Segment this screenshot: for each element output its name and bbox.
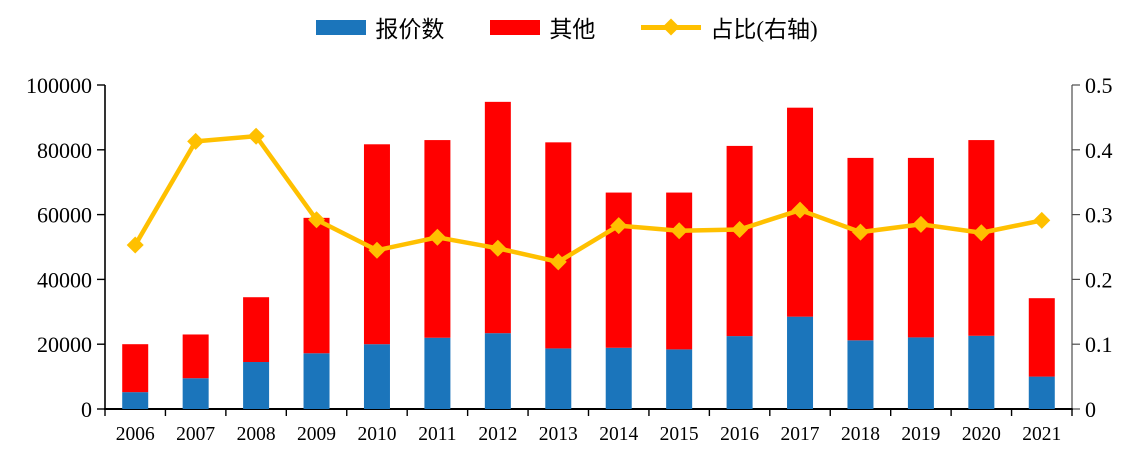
ratio-marker-2020	[972, 224, 990, 242]
bar-quotes-2011	[424, 337, 451, 409]
legend-label-quotes: 报价数	[375, 17, 445, 42]
ratio-line	[132, 133, 1045, 265]
ratio-marker-2010	[368, 241, 386, 259]
bar-quotes-2012	[484, 333, 511, 409]
ratio-marker-2012	[489, 239, 507, 257]
x-axis-label-2020: 2020	[962, 424, 1001, 445]
ratio-marker-2018	[851, 223, 869, 241]
bar-quotes-2016	[726, 336, 753, 409]
bar-other-2013	[545, 142, 572, 349]
right-axis-tick-label-0.1: 0.1	[1085, 332, 1113, 357]
x-axis-label-2014: 2014	[599, 424, 638, 445]
right-axis-tick-label-0.3: 0.3	[1085, 203, 1113, 228]
bar-other-2016	[726, 145, 753, 337]
bar-other-2008	[243, 297, 270, 363]
bar-quotes-2020	[968, 335, 995, 409]
bar-quotes-2019	[907, 337, 934, 409]
ratio-marker-2008	[247, 127, 265, 145]
ratio-marker-2021	[1033, 211, 1051, 229]
bar-other-2007	[182, 334, 209, 379]
x-axis-label-2010: 2010	[357, 424, 396, 445]
bar-other-2014	[605, 192, 632, 348]
x-axis-label-2013: 2013	[539, 424, 578, 445]
x-axis-label-2009: 2009	[297, 424, 336, 445]
left-axis-tick-label-0: 0	[81, 397, 92, 422]
legend-label-ratio: 占比(右轴)	[710, 17, 818, 42]
bar-other-2018	[847, 157, 874, 341]
bar-quotes-2021	[1028, 376, 1055, 409]
ratio-marker-2015	[670, 222, 688, 240]
other-swatch-icon	[490, 19, 541, 35]
legend-label-other: 其他	[549, 17, 596, 42]
x-axis-label-2007: 2007	[176, 424, 215, 445]
left-axis-tick-label-80000: 80000	[37, 138, 92, 163]
bar-quotes-2018	[847, 340, 874, 409]
ratio-marker-2006	[126, 236, 144, 254]
right-axis-tick-label-0.5: 0.5	[1085, 73, 1113, 98]
ratio-marker-2009	[308, 211, 326, 229]
x-axis-label-2017: 2017	[781, 424, 820, 445]
left-axis-tick-label-20000: 20000	[37, 332, 92, 357]
x-axis-label-2018: 2018	[841, 424, 880, 445]
bar-other-2009	[303, 217, 330, 354]
left-axis-tick-label-100000: 100000	[26, 73, 92, 98]
bar-quotes-2014	[605, 347, 632, 409]
legend-item-ratio: 占比(右轴)	[641, 10, 818, 44]
bar-quotes-2008	[243, 362, 270, 409]
bar-quotes-2015	[666, 349, 693, 409]
chart-legend: 报价数 其他 占比(右轴)	[0, 10, 1134, 44]
right-axis-tick-label-0: 0	[1085, 397, 1096, 422]
left-axis-tick-label-60000: 60000	[37, 203, 92, 228]
left-axis-tick-label-40000: 40000	[37, 267, 92, 292]
ratio-swatch-diamond-icon	[662, 18, 680, 36]
bar-quotes-2010	[363, 344, 390, 409]
bar-quotes-2009	[303, 353, 330, 409]
x-axis-label-2008: 2008	[237, 424, 276, 445]
x-axis-label-2012: 2012	[478, 424, 517, 445]
ratio-marker-2013	[549, 253, 567, 271]
bar-other-2006	[122, 344, 149, 393]
x-axis-label-2019: 2019	[901, 424, 940, 445]
x-axis-label-2006: 2006	[116, 424, 155, 445]
legend-item-quotes: 报价数	[316, 10, 444, 44]
ratio-marker-2007	[187, 132, 205, 150]
right-axis-tick-label-0.4: 0.4	[1085, 138, 1113, 163]
x-axis-label-2016: 2016	[720, 424, 759, 445]
ratio-marker-2014	[610, 217, 628, 235]
ratio-marker-2011	[428, 228, 446, 246]
ratio-marker-2019	[912, 215, 930, 233]
x-axis-label-2011: 2011	[418, 424, 456, 445]
ratio-marker-2016	[731, 221, 749, 239]
right-axis-tick-label-0.2: 0.2	[1085, 267, 1113, 292]
x-axis-label-2021: 2021	[1022, 424, 1061, 445]
bar-other-2021	[1028, 298, 1055, 377]
bar-other-2019	[907, 157, 934, 338]
bar-other-2012	[484, 101, 511, 334]
ratio-line-swatch-icon	[641, 18, 702, 36]
bar-quotes-2006	[122, 392, 149, 409]
legend-item-other: 其他	[490, 10, 595, 44]
bar-quotes-2017	[787, 316, 814, 409]
bar-quotes-2013	[545, 348, 572, 409]
x-axis-label-2015: 2015	[660, 424, 699, 445]
ratio-marker-2017	[791, 201, 809, 219]
bar-other-2015	[666, 192, 693, 350]
bar-quotes-2007	[182, 378, 209, 409]
quotes-swatch-icon	[316, 19, 367, 35]
